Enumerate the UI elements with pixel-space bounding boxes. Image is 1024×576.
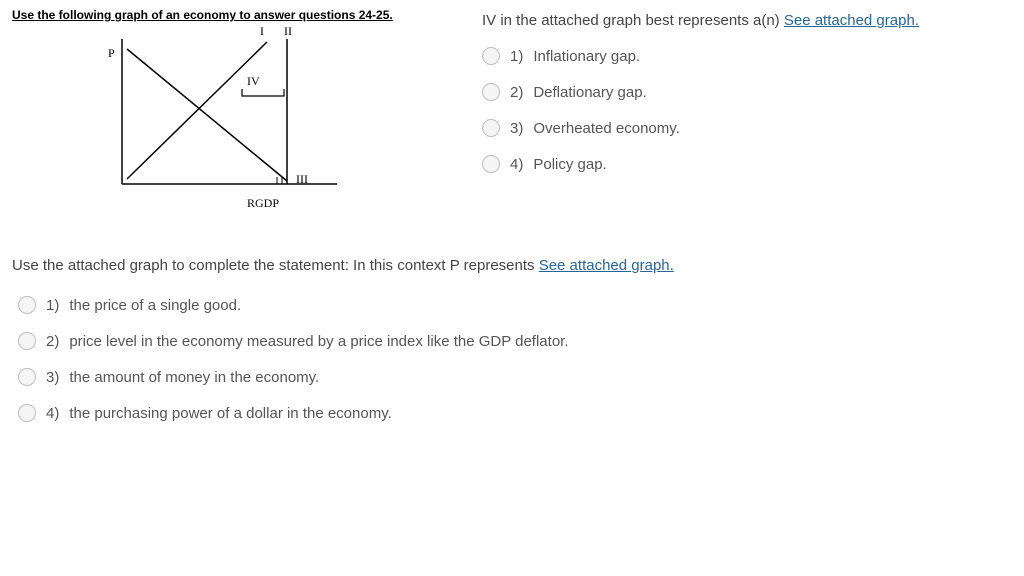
radio-icon[interactable] xyxy=(482,83,500,101)
q1-stem: IV in the attached graph best represents… xyxy=(482,12,1012,29)
q2-graph-link[interactable]: See attached graph. xyxy=(539,257,674,274)
option-text: Deflationary gap. xyxy=(533,84,646,101)
label-iv: IV xyxy=(247,74,260,89)
option-number: 4) xyxy=(46,405,59,422)
option-number: 3) xyxy=(46,369,59,386)
question-1: IV in the attached graph best represents… xyxy=(482,8,1012,191)
radio-icon[interactable] xyxy=(482,155,500,173)
instruction-text: Use the following graph of an economy to… xyxy=(12,8,452,22)
axis-x-label: RGDP xyxy=(247,196,279,211)
q1-stem-text: IV in the attached graph best represents… xyxy=(482,12,784,29)
option-number: 2) xyxy=(510,84,523,101)
q2-stem-text: Use the attached graph to complete the s… xyxy=(12,257,539,274)
question-2: Use the attached graph to complete the s… xyxy=(12,254,1012,422)
q1-graph-link[interactable]: See attached graph. xyxy=(784,12,919,29)
q2-option-3[interactable]: 3) the amount of money in the economy. xyxy=(18,368,1012,386)
q2-option-1[interactable]: 1) the price of a single good. xyxy=(18,296,1012,314)
option-number: 1) xyxy=(46,297,59,314)
q1-option-4[interactable]: 4) Policy gap. xyxy=(482,155,1012,173)
option-number: 2) xyxy=(46,333,59,350)
q2-option-4[interactable]: 4) the purchasing power of a dollar in t… xyxy=(18,404,1012,422)
q2-stem: Use the attached graph to complete the s… xyxy=(12,254,692,278)
option-number: 3) xyxy=(510,120,523,137)
label-iii: III xyxy=(296,172,308,187)
radio-icon[interactable] xyxy=(482,119,500,137)
q1-option-3[interactable]: 3) Overheated economy. xyxy=(482,119,1012,137)
option-text: Policy gap. xyxy=(533,156,606,173)
radio-icon[interactable] xyxy=(18,368,36,386)
radio-icon[interactable] xyxy=(18,296,36,314)
q1-option-2[interactable]: 2) Deflationary gap. xyxy=(482,83,1012,101)
option-text: the amount of money in the economy. xyxy=(69,369,319,386)
radio-icon[interactable] xyxy=(18,404,36,422)
option-text: Inflationary gap. xyxy=(533,48,640,65)
radio-icon[interactable] xyxy=(482,47,500,65)
economy-graph: P I II III IV RGDP xyxy=(52,24,412,214)
option-text: price level in the economy measured by a… xyxy=(69,333,568,350)
option-number: 4) xyxy=(510,156,523,173)
option-number: 1) xyxy=(510,48,523,65)
option-text: the price of a single good. xyxy=(69,297,241,314)
label-ii: II xyxy=(284,24,292,39)
q2-option-2[interactable]: 2) price level in the economy measured b… xyxy=(18,332,1012,350)
label-i: I xyxy=(260,24,264,39)
q1-option-1[interactable]: 1) Inflationary gap. xyxy=(482,47,1012,65)
option-text: the purchasing power of a dollar in the … xyxy=(69,405,391,422)
axis-y-label: P xyxy=(108,46,115,61)
option-text: Overheated economy. xyxy=(533,120,679,137)
radio-icon[interactable] xyxy=(18,332,36,350)
